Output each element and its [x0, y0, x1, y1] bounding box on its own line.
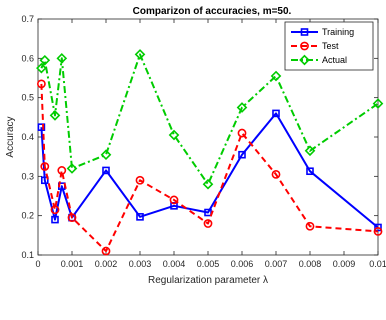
actual-point — [56, 53, 68, 64]
legend-actual-marker — [299, 54, 310, 66]
actual-point — [168, 129, 180, 141]
actual-line — [40, 53, 379, 186]
test-point — [169, 195, 179, 205]
actual-point — [304, 145, 316, 157]
x-tick-label: 0.004 — [163, 259, 186, 269]
y-tick-label: 0.1 — [21, 250, 34, 260]
test-line — [40, 83, 379, 253]
training-point — [40, 176, 49, 185]
training-point — [37, 123, 46, 131]
y-tick-label: 0.4 — [21, 132, 34, 142]
x-tick-label: 0.003 — [129, 259, 152, 269]
y-tick-label: 0.5 — [21, 93, 34, 103]
actual-point — [39, 54, 51, 66]
actual-point — [270, 70, 282, 82]
test-point — [203, 219, 213, 228]
legend-test-label: Test — [322, 41, 339, 51]
test-point — [57, 166, 67, 175]
y-tick-label: 0.2 — [21, 211, 34, 221]
training-point — [136, 213, 144, 221]
test-point — [373, 226, 383, 236]
actual-point — [134, 49, 146, 60]
actual-point — [36, 62, 47, 74]
actual-point — [236, 102, 248, 113]
training-point — [102, 166, 110, 175]
x-tick-label: 0.005 — [197, 259, 220, 269]
x-tick-label: 0.009 — [333, 259, 356, 269]
y-axis-label: Accuracy — [5, 116, 16, 157]
test-point — [271, 169, 281, 179]
legend-box — [284, 21, 374, 71]
x-tick-label: 0.002 — [95, 259, 118, 269]
test-point — [50, 205, 60, 215]
legend: Training Test Actual — [284, 21, 374, 71]
legend-actual-label: Actual — [322, 55, 347, 65]
actual-point — [202, 178, 214, 190]
actual-point — [100, 149, 112, 161]
test-point — [40, 162, 50, 171]
y-tick-label: 0.3 — [21, 171, 34, 181]
training-line — [40, 112, 379, 229]
y-tick-label: 0.6 — [21, 53, 34, 63]
x-axis-label: Regularization parameter λ — [148, 275, 268, 286]
actual-point — [372, 98, 384, 109]
series-actual — [36, 49, 384, 190]
training-point — [238, 150, 246, 159]
series-layer — [36, 49, 384, 256]
test-point — [237, 128, 247, 138]
actual-point — [66, 163, 78, 174]
chart-title: Comparizon of accuracies, m=50. — [133, 6, 292, 17]
training-point — [272, 109, 280, 118]
x-tick-label: 0 — [35, 259, 40, 269]
legend-training-label: Training — [322, 27, 354, 37]
actual-point — [49, 110, 61, 121]
test-point — [67, 213, 77, 223]
test-point — [37, 79, 46, 89]
training-point — [204, 208, 212, 217]
x-tick-label: 0.006 — [231, 259, 254, 269]
legend-test-marker — [300, 41, 309, 51]
x-tick-label: 0.01 — [369, 259, 386, 269]
test-point — [101, 246, 111, 256]
y-tick-label: 0.7 — [21, 14, 34, 24]
x-tick-label: 0.008 — [299, 259, 322, 269]
series-test — [37, 79, 383, 256]
y-axis: 0.1 0.2 0.3 0.4 0.5 0.6 0.7 — [21, 14, 378, 260]
legend-training-marker — [300, 28, 309, 36]
test-point — [305, 221, 315, 231]
training-point — [51, 215, 59, 224]
x-tick-label: 0.007 — [265, 259, 288, 269]
x-tick-label: 0.001 — [61, 259, 84, 269]
test-point — [135, 175, 145, 185]
x-axis: 0 0.001 0.002 0.003 0.004 0.005 0.006 0.007 0.00… — [35, 19, 386, 269]
series-training — [37, 109, 382, 232]
training-point — [306, 167, 314, 176]
